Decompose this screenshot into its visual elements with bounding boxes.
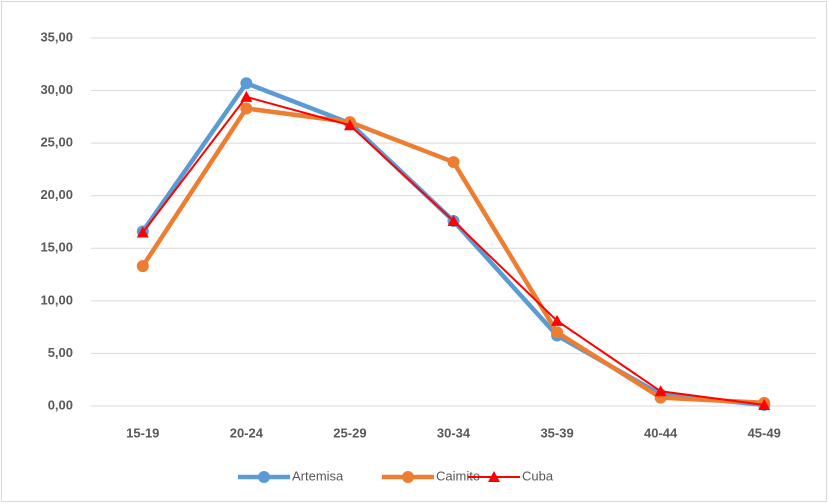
y-tick-label: 20,00: [40, 187, 73, 202]
point: [402, 471, 414, 483]
y-tick-label: 30,00: [40, 82, 73, 97]
y-tick-label: 5,00: [48, 345, 73, 360]
legend-label: Cuba: [522, 468, 554, 483]
x-tick-label: 15-19: [126, 425, 159, 440]
point: [240, 90, 253, 102]
legend-label: Artemisa: [292, 468, 344, 483]
y-tick-label: 0,00: [48, 397, 73, 412]
point: [551, 326, 564, 339]
x-tick-label: 25-29: [333, 425, 366, 440]
point: [447, 156, 460, 169]
y-tick-label: 10,00: [40, 292, 73, 307]
point: [343, 119, 356, 131]
y-tick-label: 25,00: [40, 135, 73, 150]
x-tick-label: 20-24: [230, 425, 264, 440]
x-tick-label: 40-44: [644, 425, 678, 440]
point: [240, 77, 253, 90]
x-tick-label: 35-39: [540, 425, 573, 440]
point: [258, 471, 270, 483]
point: [551, 314, 564, 326]
x-tick-label: 45-49: [748, 425, 781, 440]
point: [136, 226, 149, 238]
point: [654, 385, 667, 397]
legend-label: Caimito: [436, 468, 480, 483]
y-tick-label: 15,00: [40, 240, 73, 255]
point: [136, 260, 149, 273]
point: [758, 398, 771, 410]
x-tick-label: 30-34: [437, 425, 471, 440]
y-tick-label: 35,00: [40, 29, 73, 44]
point: [447, 214, 460, 226]
point: [240, 102, 253, 115]
point: [488, 471, 500, 482]
